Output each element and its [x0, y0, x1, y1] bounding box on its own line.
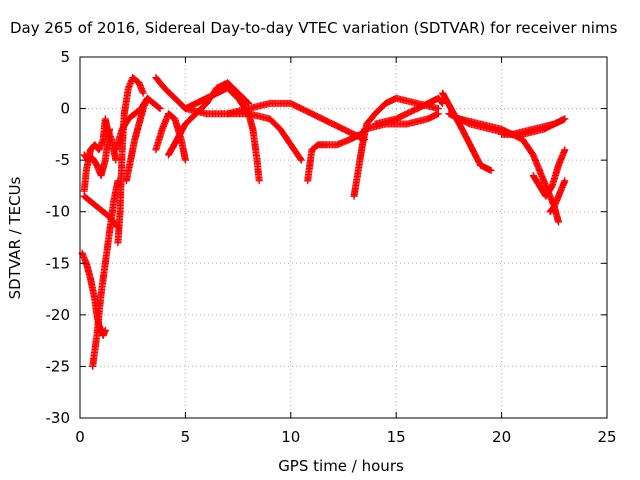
y-tick-label: -25 [46, 357, 71, 375]
series-track-18 [439, 89, 495, 174]
series-track-5 [89, 177, 122, 370]
series-track-21 [498, 115, 569, 138]
x-tick-label: 15 [387, 428, 406, 446]
data-markers [546, 177, 569, 216]
data-markers [371, 94, 447, 128]
series-track-14 [304, 125, 371, 185]
data-markers [439, 89, 495, 174]
y-tick-label: 5 [60, 48, 70, 66]
series-track-12 [181, 105, 305, 164]
y-tick-label: -20 [46, 306, 71, 324]
data-markers [112, 94, 164, 154]
chart-title: Day 265 of 2016, Sidereal Day-to-day VTE… [10, 19, 618, 37]
data-markers [224, 99, 369, 144]
data-markers [89, 177, 122, 370]
data-markers [350, 94, 442, 200]
series-track-13 [224, 99, 369, 144]
series-track-23 [546, 177, 569, 216]
x-tick-label: 0 [75, 428, 85, 446]
y-tick-label: -15 [46, 254, 71, 272]
data-markers [152, 74, 263, 185]
x-tick-label: 5 [181, 428, 191, 446]
series-track-17 [371, 94, 447, 128]
data-markers [304, 125, 371, 185]
data-markers [114, 74, 147, 247]
series-track-15 [350, 94, 442, 200]
x-tick-label: 10 [281, 428, 300, 446]
data-markers [529, 146, 569, 200]
x-tick-label: 20 [492, 428, 511, 446]
x-axis-label: GPS time / hours [278, 457, 404, 475]
data-markers [498, 115, 569, 138]
data-points [78, 74, 569, 370]
plot-frame [79, 56, 608, 419]
series-track-9 [152, 74, 263, 185]
y-tick-label: -10 [46, 203, 71, 221]
series-track-8 [112, 94, 164, 154]
axis-ticks: -30 -25 -20 -15 -10 -5 0 5 0 5 10 15 20 25 [46, 48, 617, 446]
series-track-6 [114, 74, 147, 247]
y-tick-label: -30 [46, 409, 71, 427]
x-tick-label: 25 [597, 428, 616, 446]
y-axis-label: SDTVAR / TECUs [6, 176, 24, 299]
data-markers [80, 115, 120, 195]
series-track-22 [529, 146, 569, 200]
y-tick-label: 0 [60, 100, 70, 118]
data-markers [181, 105, 305, 164]
series-track-2 [80, 115, 120, 195]
y-tick-label: -5 [55, 151, 70, 169]
